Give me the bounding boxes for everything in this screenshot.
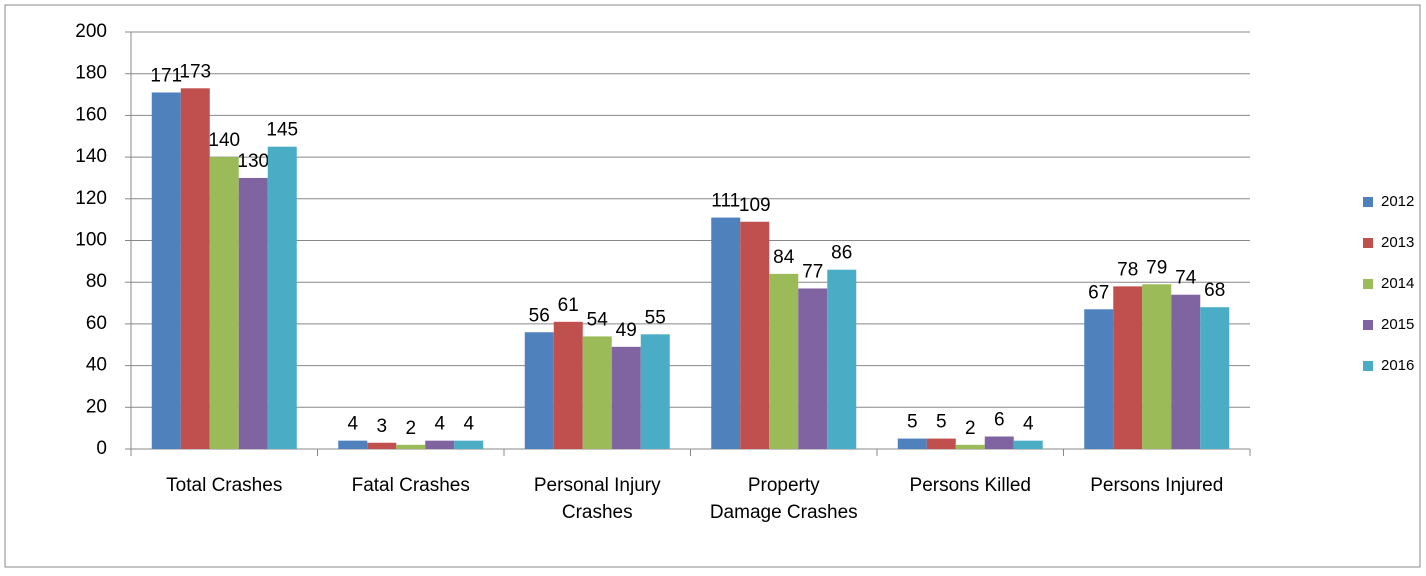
data-label: 56 [529, 305, 550, 326]
data-label: 4 [434, 414, 445, 435]
data-label: 111 [711, 191, 740, 212]
bar [926, 438, 956, 449]
y-tick-label: 40 [86, 355, 107, 376]
data-label: 55 [645, 307, 666, 328]
y-tick-label: 60 [86, 313, 107, 334]
data-label: 79 [1146, 257, 1167, 278]
y-tick-label: 140 [75, 146, 107, 167]
x-tick-label: Persons Killed [910, 475, 1031, 496]
data-label: 74 [1175, 268, 1197, 289]
data-label: 145 [266, 120, 298, 141]
y-tick-label: 0 [96, 438, 107, 459]
bar [338, 440, 368, 449]
legend-swatch [1363, 279, 1373, 289]
bar [180, 88, 210, 450]
data-label: 49 [616, 320, 637, 341]
bar [267, 146, 297, 450]
data-label: 84 [773, 247, 795, 268]
data-label: 68 [1204, 280, 1225, 301]
bar [425, 440, 455, 449]
bar [740, 221, 770, 449]
y-tick-label: 120 [75, 188, 107, 209]
bar [367, 442, 397, 449]
data-label: 5 [936, 412, 947, 433]
data-label: 5 [907, 412, 918, 433]
x-tick-label: Property Damage Crashes [710, 475, 858, 523]
bar [611, 346, 641, 449]
y-tick-label: 20 [86, 396, 107, 417]
x-tick-label: Fatal Crashes [352, 475, 470, 496]
bar [1113, 286, 1143, 449]
data-label: 4 [463, 414, 474, 435]
legend-label: 2013 [1381, 234, 1414, 251]
x-tick-label: Total Crashes [166, 475, 282, 496]
bar [1013, 440, 1043, 449]
legend-swatch [1363, 238, 1373, 248]
x-tick-label: Persons Injured [1090, 475, 1223, 496]
bar [984, 436, 1014, 449]
data-label: 130 [237, 151, 269, 172]
bar [1142, 284, 1172, 449]
data-label: 77 [802, 261, 823, 282]
bar [897, 438, 927, 449]
bar [524, 332, 554, 449]
bar [238, 177, 268, 449]
legend-swatch [1363, 320, 1373, 330]
bar [1084, 309, 1114, 449]
legend-label: 2016 [1381, 357, 1414, 374]
bar [553, 321, 583, 449]
bar [711, 217, 741, 449]
legend-swatch [1363, 197, 1373, 207]
legend-swatch [1363, 361, 1373, 371]
bar [209, 157, 239, 449]
data-label: 86 [831, 243, 852, 264]
data-label: 67 [1088, 282, 1109, 303]
legend-label: 2012 [1381, 193, 1414, 210]
data-label: 3 [376, 416, 387, 437]
data-label: 2 [405, 418, 416, 439]
data-label: 171 [150, 65, 182, 86]
data-label: 140 [208, 130, 240, 151]
bar [151, 92, 181, 449]
bar [1200, 307, 1230, 449]
data-label: 6 [994, 410, 1005, 431]
bar [582, 336, 612, 449]
legend-label: 2015 [1381, 316, 1414, 333]
data-label: 173 [179, 61, 211, 82]
data-label: 61 [558, 295, 579, 316]
bar [769, 273, 799, 449]
bar [640, 334, 670, 449]
bar [798, 288, 828, 449]
data-label: 54 [587, 309, 609, 330]
y-tick-label: 180 [75, 63, 107, 84]
bar [396, 444, 426, 449]
bar [1171, 294, 1201, 449]
y-tick-label: 200 [75, 21, 107, 42]
y-tick-label: 160 [75, 104, 107, 125]
y-tick-label: 80 [86, 271, 107, 292]
legend-label: 2014 [1381, 275, 1414, 292]
data-label: 2 [965, 418, 976, 439]
y-tick-label: 100 [75, 230, 107, 251]
data-label: 4 [347, 414, 358, 435]
x-tick-label: Personal Injury Crashes [534, 475, 661, 523]
bar [454, 440, 484, 449]
bar [955, 444, 985, 449]
bar [827, 269, 857, 449]
data-label: 109 [739, 195, 771, 216]
data-label: 4 [1023, 414, 1034, 435]
data-label: 78 [1117, 259, 1138, 280]
